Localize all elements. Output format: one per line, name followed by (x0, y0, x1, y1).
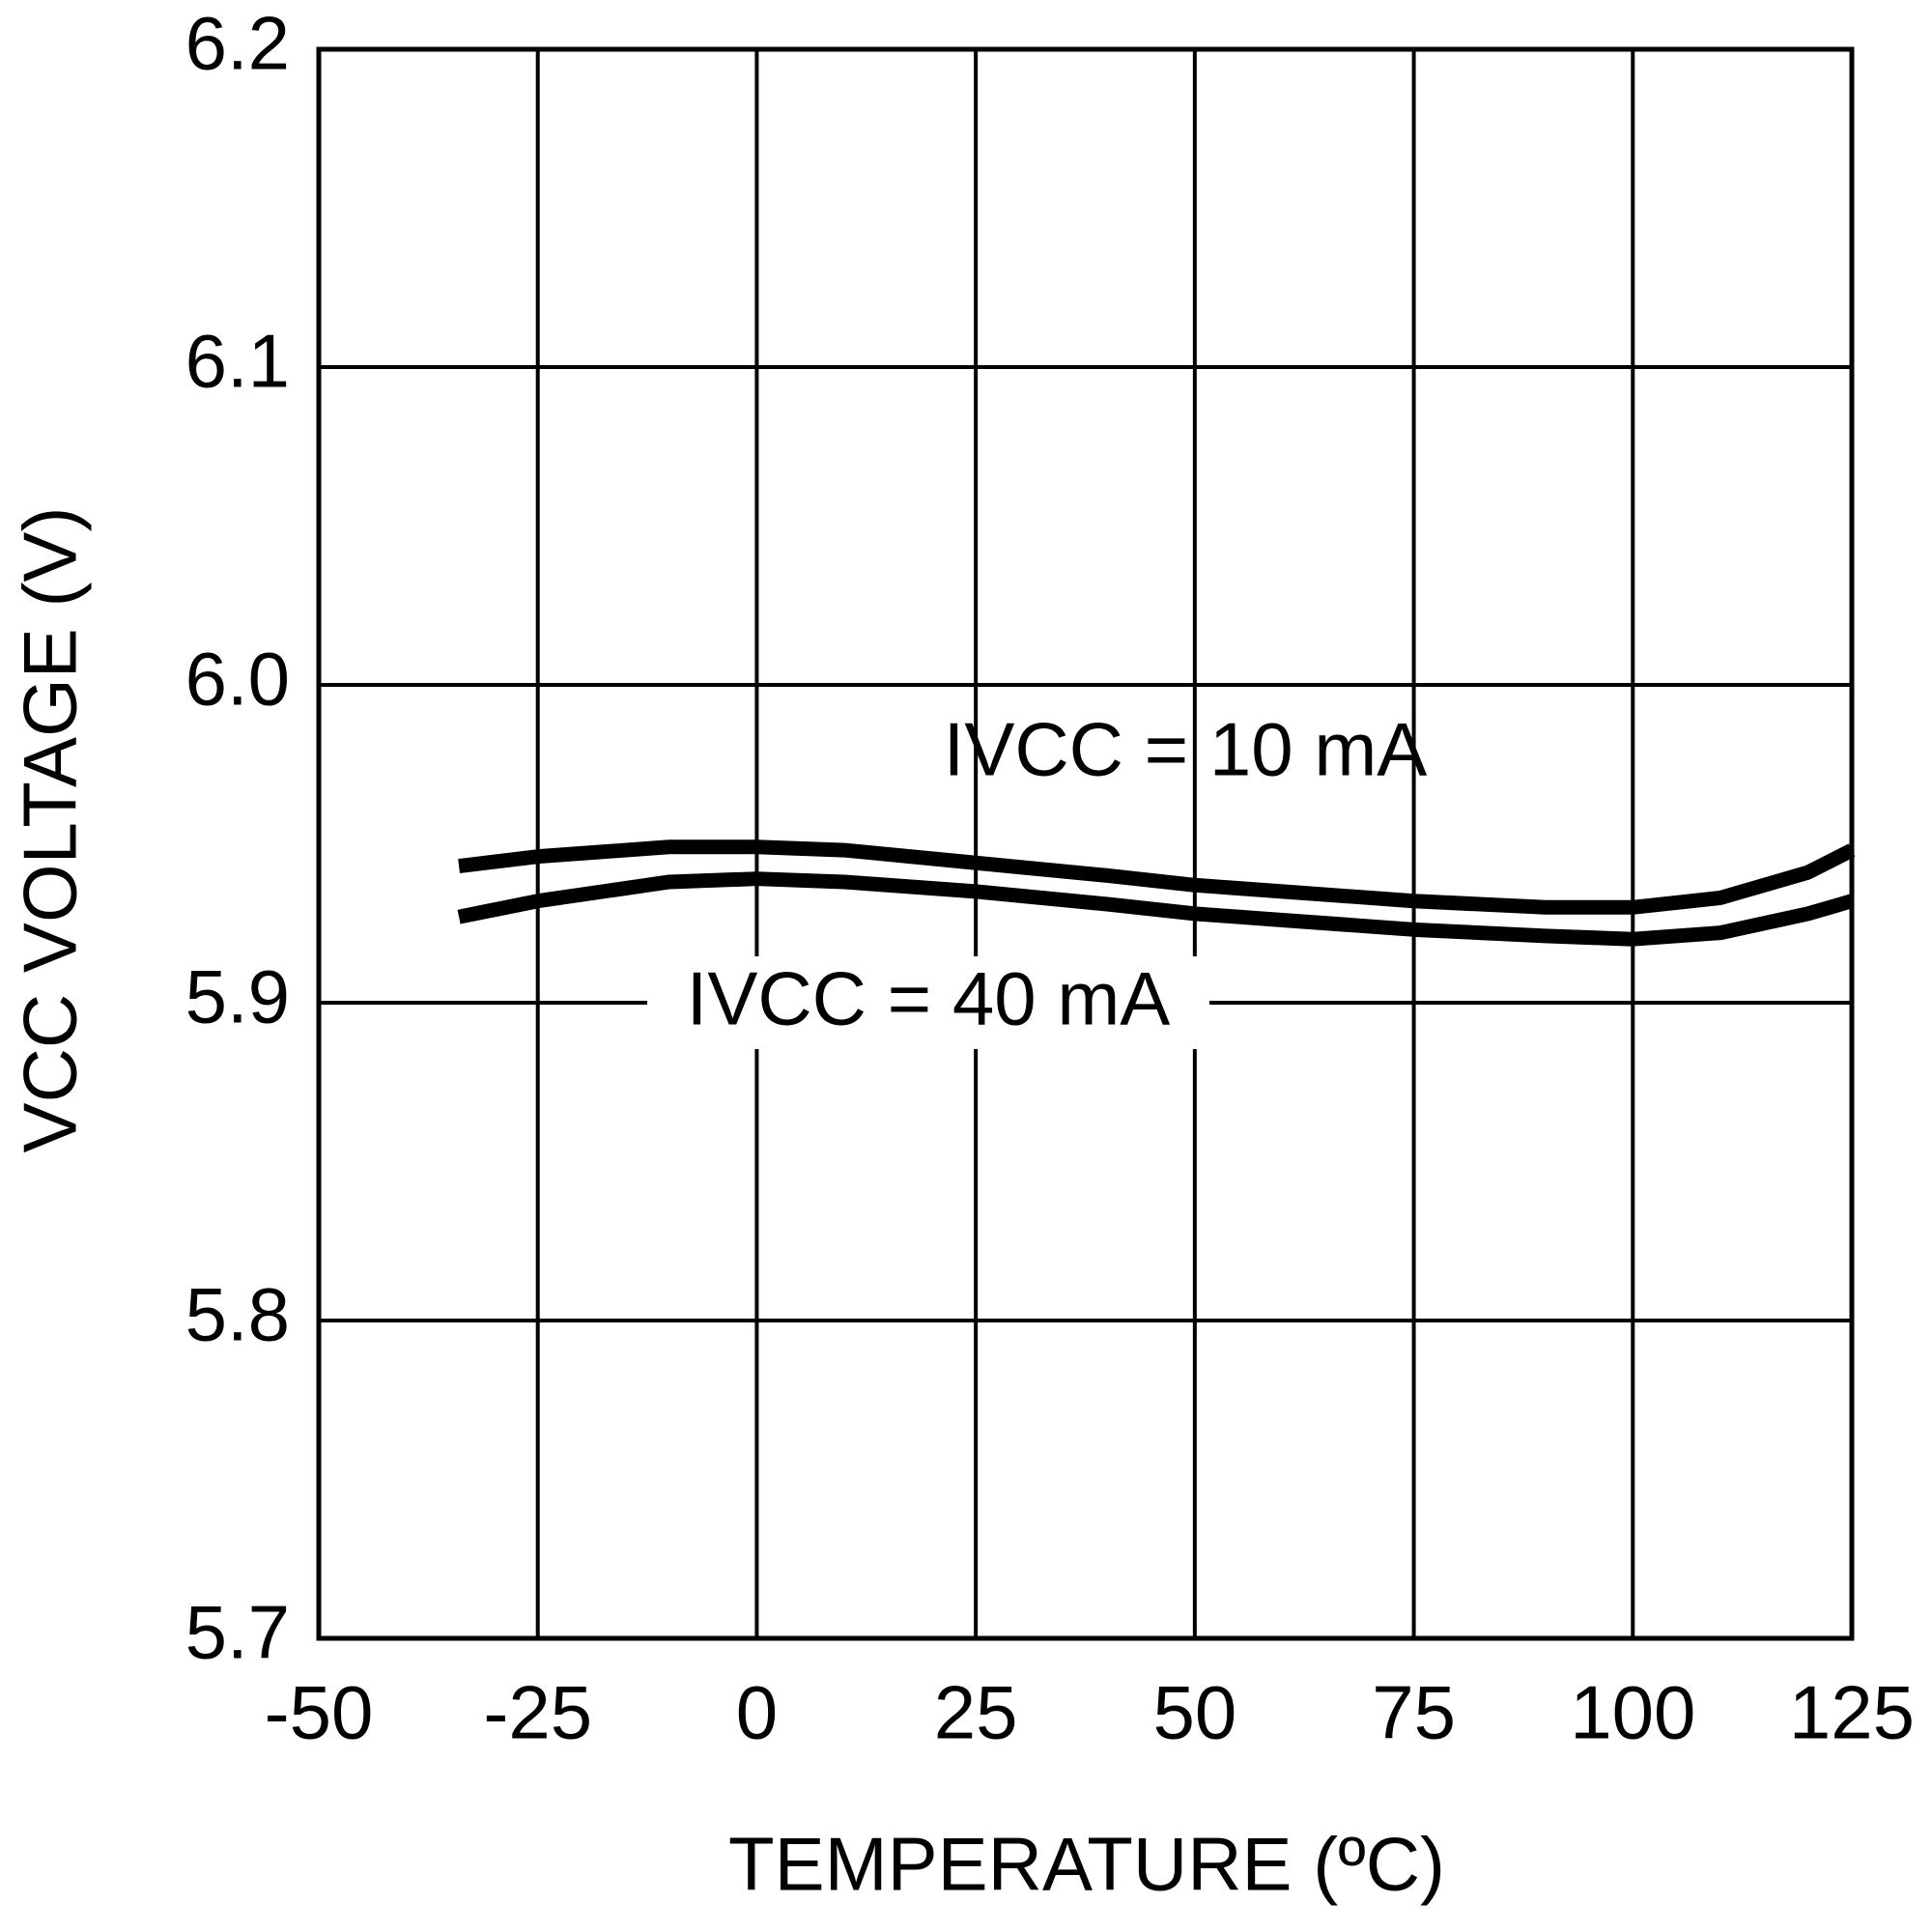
x-tick-label: 100 (1570, 1670, 1695, 1755)
y-tick-label: 5.7 (185, 1590, 290, 1675)
x-tick-label: 0 (736, 1670, 778, 1755)
y-tick-label: 5.8 (185, 1272, 290, 1357)
x-axis-title: TEMPERATURE (ºC) (728, 1822, 1445, 1907)
series-label: IVCC = 10 mA (944, 707, 1428, 792)
data-line (458, 839, 1856, 915)
plot-frame (316, 46, 1855, 1641)
x-tick-label: -50 (265, 1670, 374, 1755)
y-axis-title: VCC VOLTAGE (V) (8, 507, 93, 1153)
x-tick-label: -25 (483, 1670, 592, 1755)
y-tick-label: 5.9 (185, 954, 290, 1039)
x-tick-label: 25 (934, 1670, 1018, 1755)
series-label: IVCC = 40 mA (687, 956, 1171, 1041)
x-tick-label: 50 (1152, 1670, 1236, 1755)
y-tick-label: 6.1 (185, 319, 290, 404)
x-tick-label: 125 (1789, 1670, 1915, 1755)
label-background (647, 956, 1209, 1049)
x-tick-label: 75 (1372, 1670, 1456, 1755)
y-tick-label: 6.2 (185, 1, 290, 86)
y-tick-label: 6.0 (185, 637, 290, 722)
data-line (457, 871, 1855, 947)
